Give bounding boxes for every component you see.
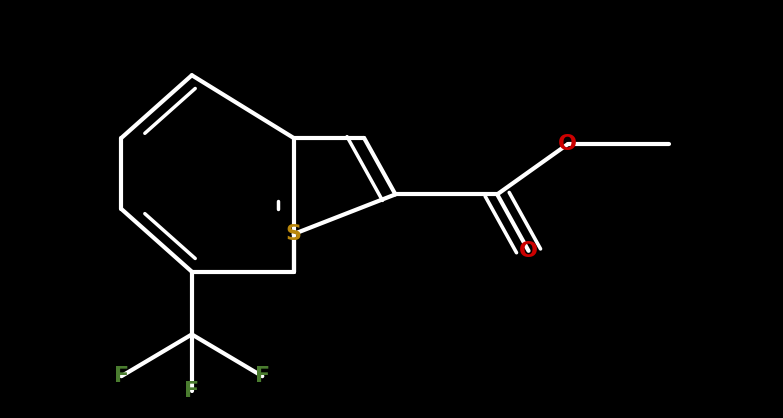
- Text: F: F: [254, 366, 270, 386]
- Text: O: O: [558, 134, 577, 154]
- Text: O: O: [519, 241, 538, 261]
- Text: S: S: [286, 224, 301, 244]
- Text: F: F: [114, 366, 129, 386]
- Text: F: F: [184, 381, 200, 401]
